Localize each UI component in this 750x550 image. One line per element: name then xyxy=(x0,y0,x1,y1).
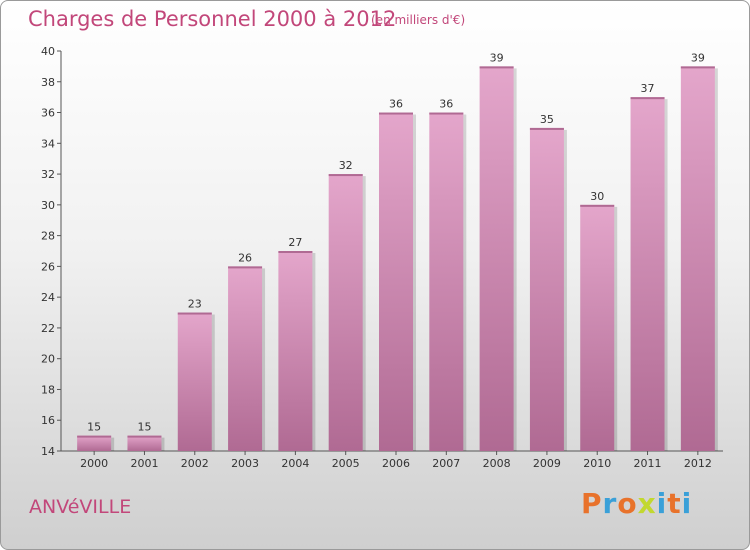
bar[interactable] xyxy=(77,435,112,451)
logo-letter: P xyxy=(581,487,603,520)
bar[interactable] xyxy=(228,266,263,451)
bar[interactable] xyxy=(680,66,715,451)
bar[interactable] xyxy=(127,435,162,451)
bar-value-label: 15 xyxy=(87,421,101,434)
y-tick-label: 32 xyxy=(41,168,55,181)
bar-value-label: 37 xyxy=(641,82,655,95)
bar[interactable] xyxy=(479,66,514,451)
x-tick-label: 2010 xyxy=(583,457,611,470)
logo-letter: r xyxy=(602,487,618,520)
bar-value-label: 23 xyxy=(188,298,202,311)
x-tick-label: 2003 xyxy=(231,457,259,470)
bar-value-label: 35 xyxy=(540,113,554,126)
bar-top xyxy=(328,174,363,177)
chart-bars: 15 15 23 26 27 32 36 36 39 35 30 37 39 xyxy=(77,51,718,452)
bar-top xyxy=(680,66,715,69)
x-tick-label: 2005 xyxy=(332,457,360,470)
y-tick-label: 34 xyxy=(41,137,55,150)
bar[interactable] xyxy=(379,112,413,452)
bar[interactable] xyxy=(630,97,665,452)
logo-letter: i xyxy=(681,487,693,520)
chart-axes: 14 16 18 20 22 24 26 28 30 32 34 36 38 40 2000 2001 2002… xyxy=(41,45,723,470)
x-tick-label: 2002 xyxy=(181,457,209,470)
bar-top xyxy=(379,112,413,115)
bar-top xyxy=(630,97,665,100)
bar-value-label: 39 xyxy=(490,51,504,64)
x-tick-label: 2006 xyxy=(382,457,410,470)
proxiti-logo[interactable]: Proxiti xyxy=(581,487,692,520)
bar-value-label: 30 xyxy=(590,190,604,203)
bar-value-label: 36 xyxy=(439,98,453,111)
bar[interactable] xyxy=(177,312,212,451)
x-tick-label: 2001 xyxy=(130,457,158,470)
y-tick-label: 26 xyxy=(41,260,55,273)
bar[interactable] xyxy=(429,112,464,452)
y-tick-label: 20 xyxy=(41,353,55,366)
chart-unit: (en milliers d'€) xyxy=(371,13,466,27)
commune-name: ANVéVILLE xyxy=(29,496,132,518)
bar-top xyxy=(177,312,212,315)
bar-value-label: 32 xyxy=(339,159,353,172)
bar[interactable] xyxy=(328,174,363,452)
bar-top xyxy=(228,266,263,269)
bar-value-label: 36 xyxy=(389,98,403,111)
x-tick-label: 2000 xyxy=(80,457,108,470)
bar-top xyxy=(127,435,162,438)
bar-top xyxy=(580,204,615,207)
logo-letter: i xyxy=(656,487,668,520)
bar-top xyxy=(479,66,514,69)
x-tick-label: 2012 xyxy=(684,457,712,470)
bar[interactable] xyxy=(529,127,564,451)
y-tick-label: 16 xyxy=(41,414,55,427)
y-tick-label: 18 xyxy=(41,383,55,396)
y-tick-label: 40 xyxy=(41,45,55,58)
y-tick-label: 38 xyxy=(41,76,55,89)
logo-letter: x xyxy=(637,487,657,520)
bar-value-label: 26 xyxy=(238,251,252,264)
y-tick-label: 28 xyxy=(41,230,55,243)
bar-top xyxy=(529,127,564,130)
y-tick-label: 14 xyxy=(41,445,55,458)
bar-top xyxy=(278,251,313,253)
x-tick-label: 2007 xyxy=(432,457,460,470)
logo-letter: o xyxy=(617,487,638,520)
x-tick-label: 2011 xyxy=(634,457,662,470)
x-tick-label: 2004 xyxy=(281,457,309,470)
y-tick-label: 30 xyxy=(41,199,55,212)
x-tick-label: 2009 xyxy=(533,457,561,470)
bar[interactable] xyxy=(278,251,313,451)
bar-value-label: 15 xyxy=(137,421,151,434)
chart-title: Charges de Personnel 2000 à 2012 xyxy=(28,7,397,31)
y-tick-label: 36 xyxy=(41,107,55,120)
bar-top xyxy=(429,112,464,115)
bar[interactable] xyxy=(580,204,615,451)
y-tick-label: 24 xyxy=(41,291,55,304)
bar-value-label: 39 xyxy=(691,51,705,64)
logo-letter: t xyxy=(667,487,682,520)
bar-top xyxy=(77,435,112,438)
x-tick-label: 2008 xyxy=(483,457,511,470)
bar-value-label: 27 xyxy=(288,236,302,249)
y-tick-label: 22 xyxy=(41,322,55,335)
